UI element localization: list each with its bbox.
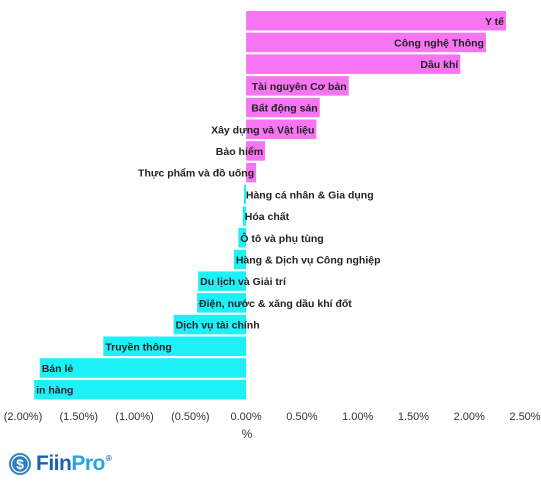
bar-category-label: Điện, nước & xăng dầu khí đốt: [199, 298, 352, 310]
bar-category-label: Y tế: [485, 16, 504, 28]
bar-category-label: Bất động sản: [251, 103, 318, 115]
bar-category-label: Bảo hiểm: [216, 146, 263, 158]
x-axis-ticks: (2.00%) (1.50%) (1.00%) (0.50%) 0.00% 0.50% 1.…: [4, 411, 541, 423]
bar-category-label: Hàng cá nhân & Gia dụng: [246, 189, 374, 201]
bar: [197, 293, 247, 313]
x-tick-label: (1.50%): [60, 411, 99, 423]
bar: [173, 314, 247, 335]
svg-text:$: $: [16, 456, 24, 472]
bar: [233, 249, 247, 270]
x-tick-label: 2.00%: [454, 411, 485, 423]
bar: [238, 228, 247, 248]
bar: [246, 162, 257, 183]
bar: [246, 54, 461, 74]
bar-category-label: Truyền thông: [105, 341, 172, 353]
fiinpro-logo: $ FiinPro®: [8, 452, 112, 476]
bar-category-label: in hàng: [36, 385, 73, 397]
x-axis-title: %: [242, 427, 253, 441]
bar: [34, 379, 247, 400]
bar-category-label: Hàng & Dịch vụ Công nghiệp: [236, 254, 381, 266]
fiinpro-dollar-circle-icon: $: [9, 453, 31, 475]
x-tick-label: (0.50%): [171, 411, 210, 423]
bar-category-label: Ô tô và phụ tùng: [240, 232, 323, 245]
bar: [246, 97, 320, 118]
bar: [246, 76, 349, 96]
bar: [103, 336, 247, 356]
x-tick-label: 0.50%: [286, 411, 317, 423]
bar-category-label: Công nghệ Thông: [394, 37, 484, 49]
x-tick-label: (2.00%): [4, 411, 43, 423]
logo-brand-fiin: Fiin: [36, 452, 72, 475]
bar-category-label: Hóa chất: [245, 211, 290, 223]
bar-category-label: Tài nguyên Cơ bản: [252, 81, 347, 93]
fiinpro-wordmark: FiinPro®: [36, 452, 112, 476]
bar-category-label: Dịch vụ tài chính: [176, 320, 260, 332]
bar: [246, 11, 507, 31]
bars-group: [34, 11, 507, 400]
x-tick-label: (1.00%): [115, 411, 154, 423]
bar-category-label: Xây dựng và Vật liệu: [211, 124, 314, 136]
bar: [39, 358, 247, 378]
logo-registered-mark: ®: [105, 454, 112, 463]
bar-category-label: Thực phẩm và đồ uống: [138, 168, 254, 180]
bar-category-label: Bán lẻ: [42, 363, 74, 375]
bar: [246, 32, 486, 53]
x-tick-label: 1.00%: [342, 411, 373, 423]
bar: [243, 184, 247, 205]
bar-category-label: Du lịch và Giải trí: [200, 276, 287, 288]
bar-category-label: Dầu khí: [420, 59, 459, 71]
bar: [242, 206, 247, 226]
x-tick-label: 2.50%: [509, 411, 540, 423]
bar: [246, 141, 266, 161]
bar: [198, 271, 247, 291]
bar: [246, 119, 317, 139]
x-tick-label: 0.00%: [231, 411, 262, 423]
logo-brand-pro: Pro: [71, 452, 105, 475]
x-tick-label: 1.50%: [398, 411, 429, 423]
